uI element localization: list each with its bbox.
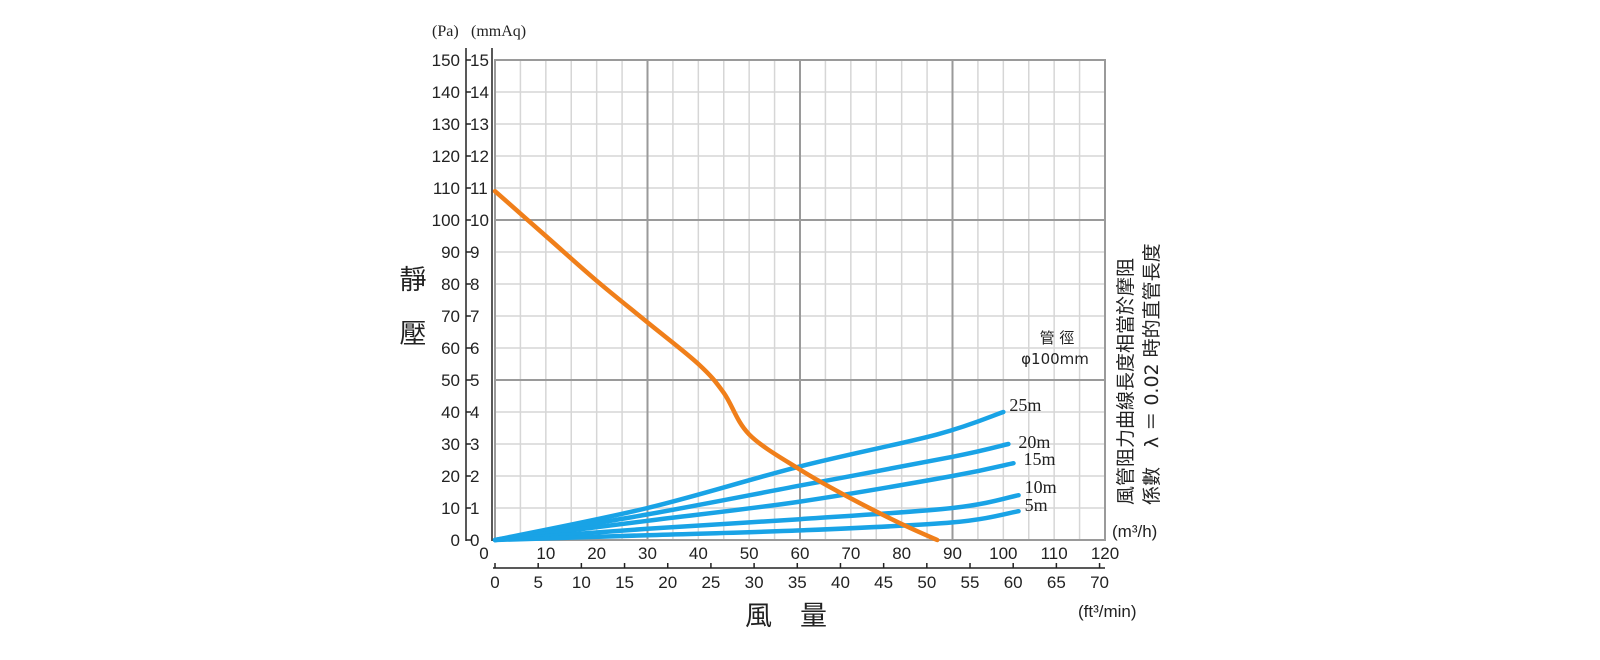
series-label-10m: 10m: [1025, 477, 1057, 497]
y-tick-label-pa: 50: [441, 371, 460, 390]
y-tick-label-pa: 90: [441, 243, 460, 262]
y-tick-label-mmaq: 13: [470, 115, 489, 134]
note-line-1: 風管阻力曲線長度相當於摩阻: [1115, 258, 1137, 505]
y-tick-label-mmaq: 5: [470, 371, 479, 390]
x-tick-label-ft3min: 10: [572, 573, 591, 592]
y-tick-label-mmaq: 2: [470, 467, 479, 486]
y-tick-label-pa: 130: [432, 115, 460, 134]
x-axis-title: 風量: [745, 601, 855, 632]
y-tick-label-mmaq: 3: [470, 435, 479, 454]
resistance-curve-15m: [492, 460, 1016, 543]
x-tick-label-ft3min: 35: [788, 573, 807, 592]
y-tick-label-mmaq: 15: [470, 51, 489, 70]
fan-curve-layer: [492, 188, 940, 543]
y-axis-title-char-2: 壓: [400, 319, 427, 350]
y-tick-label-pa: 100: [432, 211, 460, 230]
y-tick-label-pa: 40: [441, 403, 460, 422]
x-tick-label-ft3min: 20: [658, 573, 677, 592]
y-tick-label-pa: 10: [441, 499, 460, 518]
fan-static-pressure-curve: [492, 188, 940, 543]
y-tick-label-pa: 140: [432, 83, 460, 102]
x-tick-label-m3h: 100: [989, 544, 1017, 563]
x-tick-label-m3h: 0: [479, 544, 488, 563]
y-tick-label-pa: 80: [441, 275, 460, 294]
note-line-2: 係數 λ ＝ 0.02 時的直管長度: [1141, 243, 1163, 505]
x-tick-label-ft3min: 30: [745, 573, 764, 592]
resistance-curve-5m: [492, 508, 1021, 543]
y-tick-label-pa: 150: [432, 51, 460, 70]
diameter-label-2: φ100mm: [1021, 350, 1089, 368]
x-unit-ft3min: (ft³/min): [1078, 602, 1137, 621]
y-tick-label-mmaq: 8: [470, 275, 479, 294]
x-tick-label-ft3min: 15: [615, 573, 634, 592]
x-tick-label-m3h: 110: [1041, 544, 1068, 563]
x-tick-label-m3h: 10: [536, 544, 555, 563]
y-tick-label-mmaq: 10: [470, 211, 489, 230]
major-grid: [494, 59, 1106, 541]
y-axis-title-char-1: 靜: [400, 265, 427, 296]
x-tick-label-m3h: 80: [892, 544, 911, 563]
plot-frame: [494, 59, 1106, 541]
series-label-20m: 20m: [1018, 432, 1050, 452]
x-tick-label-m3h: 50: [740, 544, 759, 563]
y-tick-label-pa: 30: [441, 435, 460, 454]
x-tick-label-m3h: 20: [587, 544, 606, 563]
x-unit-m3h: (m³/h): [1112, 522, 1157, 541]
x-tick-label-ft3min: 50: [917, 573, 936, 592]
series-label-15m: 15m: [1024, 449, 1056, 469]
x-tick-label-ft3min: 40: [831, 573, 850, 592]
x-tick-label-m3h: 90: [943, 544, 962, 563]
y-tick-label-pa: 0: [451, 531, 460, 550]
y-tick-label-mmaq: 4: [470, 403, 479, 422]
tick-labels: 0102030405060708090100110120130140150012…: [432, 51, 1120, 592]
y-tick-label-pa: 60: [441, 339, 460, 358]
y-tick-label-pa: 70: [441, 307, 460, 326]
diameter-label-1: 管 徑: [1040, 329, 1075, 347]
x-tick-label-ft3min: 5: [533, 573, 542, 592]
series-label-5m: 5m: [1025, 495, 1048, 515]
axes: [465, 48, 1105, 569]
x-tick-label-ft3min: 25: [701, 573, 720, 592]
y-tick-label-mmaq: 11: [470, 179, 488, 198]
y-tick-label-mmaq: 9: [470, 243, 479, 262]
y-tick-label-mmaq: 12: [470, 147, 489, 166]
x-tick-label-m3h: 120: [1091, 544, 1119, 563]
y-tick-label-pa: 20: [441, 467, 460, 486]
y-tick-label-mmaq: 0: [470, 531, 479, 550]
y-unit-pa: (Pa): [432, 23, 459, 40]
x-tick-label-m3h: 40: [689, 544, 708, 563]
y-tick-label-mmaq: 14: [470, 83, 489, 102]
x-tick-label-m3h: 70: [841, 544, 860, 563]
y-tick-label-mmaq: 1: [470, 499, 479, 518]
x-tick-label-ft3min: 60: [1004, 573, 1023, 592]
x-tick-label-ft3min: 0: [490, 573, 499, 592]
resistance-curve-25m: [492, 409, 1006, 543]
y-tick-label-pa: 120: [432, 147, 460, 166]
x-tick-label-ft3min: 55: [961, 573, 980, 592]
y-unit-mmaq: (mmAq): [471, 23, 526, 40]
x-tick-label-ft3min: 70: [1090, 573, 1109, 592]
series-label-25m: 25m: [1009, 395, 1041, 415]
y-tick-label-mmaq: 7: [470, 307, 479, 326]
x-tick-label-m3h: 30: [638, 544, 657, 563]
x-tick-label-m3h: 60: [791, 544, 810, 563]
resistance-curve-20m: [492, 441, 1011, 543]
x-tick-label-ft3min: 65: [1047, 573, 1066, 592]
x-tick-label-ft3min: 45: [874, 573, 893, 592]
resistance-curve-10m: [492, 492, 1021, 543]
y-tick-label-pa: 110: [433, 179, 460, 198]
y-tick-label-mmaq: 6: [470, 339, 479, 358]
